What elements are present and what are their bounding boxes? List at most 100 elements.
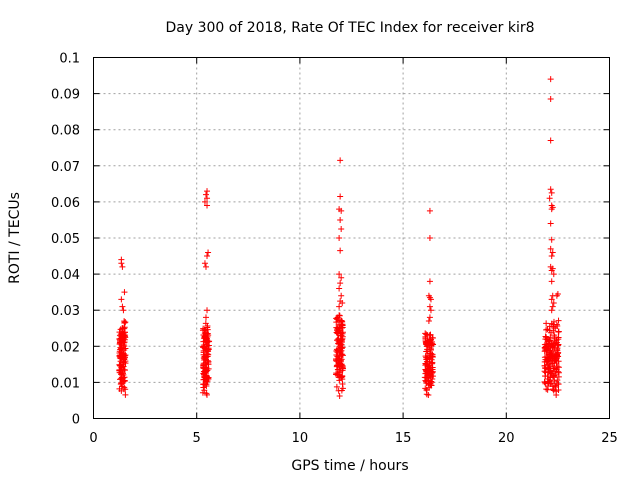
data-point <box>547 76 554 83</box>
data-point <box>550 271 557 278</box>
data-point <box>544 386 551 393</box>
y-tick-label: 0.02 <box>51 340 80 355</box>
data-point <box>335 359 342 366</box>
data-point <box>203 341 210 348</box>
data-point <box>549 303 556 310</box>
x-tick-label: 20 <box>498 431 515 446</box>
data-point <box>338 225 345 232</box>
data-point <box>548 236 555 243</box>
data-point <box>119 303 126 310</box>
x-tick-label: 15 <box>395 431 412 446</box>
axis-ticks <box>93 57 610 419</box>
data-point <box>337 157 344 164</box>
data-point <box>543 326 550 333</box>
data-point <box>333 383 340 390</box>
y-tick-label: 0.03 <box>51 304 80 319</box>
data-point <box>550 299 557 306</box>
y-tick-labels: 0 0.01 0.02 0.03 0.04 0.05 0.06 0.07 0.08 0.09 0.1 <box>51 52 80 428</box>
data-point <box>555 329 562 336</box>
data-point <box>547 96 554 103</box>
data-point <box>202 369 209 376</box>
data-point <box>202 320 209 327</box>
data-point <box>337 337 344 344</box>
data-point <box>338 338 345 345</box>
y-tick-label: 0 <box>72 413 80 428</box>
data-point <box>203 391 210 398</box>
data-point <box>555 317 562 324</box>
data-point <box>339 324 346 331</box>
data-point <box>204 378 211 385</box>
data-point <box>334 314 341 321</box>
data-point <box>200 344 207 351</box>
y-tick-label: 0.01 <box>51 376 80 391</box>
y-tick-label: 0.09 <box>51 88 80 103</box>
chart-title: Day 300 of 2018, Rate Of TEC Index for r… <box>165 20 534 36</box>
data-point <box>553 388 560 395</box>
data-point <box>117 346 124 353</box>
data-point <box>118 260 125 267</box>
data-point <box>119 263 126 270</box>
data-point <box>544 354 551 361</box>
data-point <box>547 245 554 252</box>
data-point <box>427 364 434 371</box>
data-point <box>422 385 429 392</box>
data-point <box>335 341 342 348</box>
data-point <box>427 296 434 303</box>
data-point <box>428 342 435 349</box>
data-point <box>202 381 209 388</box>
data-point <box>122 386 129 393</box>
data-point <box>427 307 434 314</box>
data-point <box>554 377 561 384</box>
data-point <box>201 260 208 267</box>
x-axis-label: GPS time / hours <box>291 458 408 474</box>
data-point <box>546 327 553 334</box>
y-tick-label: 0.05 <box>51 232 80 247</box>
data-point <box>426 380 433 387</box>
data-point <box>542 344 549 351</box>
data-point <box>202 191 209 198</box>
data-point <box>120 371 127 378</box>
y-tick-label: 0.1 <box>59 52 80 67</box>
data-point <box>336 393 343 400</box>
data-point <box>549 373 556 380</box>
data-point <box>422 377 429 384</box>
data-point <box>337 247 344 254</box>
data-point <box>551 332 558 339</box>
data-point <box>548 296 555 303</box>
data-point <box>116 353 123 360</box>
y-tick-label: 0.07 <box>51 160 80 175</box>
data-point <box>541 362 548 369</box>
y-tick-label: 0.06 <box>51 196 80 211</box>
data-point <box>336 303 343 310</box>
data-point <box>336 271 343 278</box>
data-point <box>201 330 208 337</box>
data-point <box>203 378 210 385</box>
data-point <box>200 347 207 354</box>
data-point <box>202 263 209 270</box>
data-point <box>337 193 344 200</box>
data-point <box>336 235 343 241</box>
data-point <box>336 377 343 384</box>
data-point <box>337 280 344 287</box>
data-point <box>429 359 436 366</box>
data-point <box>541 368 548 375</box>
data-point <box>543 320 550 327</box>
data-point <box>550 318 557 325</box>
data-point <box>205 332 212 339</box>
data-point <box>541 379 548 386</box>
data-point <box>335 328 342 335</box>
data-point <box>426 207 433 214</box>
x-tick-labels: 0 5 10 15 20 25 <box>89 431 617 446</box>
data-point <box>333 346 340 353</box>
data-point <box>545 340 552 347</box>
data-point <box>121 329 128 336</box>
data-point <box>204 195 211 202</box>
data-point <box>205 249 212 256</box>
plot-frame <box>93 57 610 419</box>
data-point <box>334 325 341 332</box>
data-point <box>429 373 436 380</box>
data-point <box>201 387 208 394</box>
data-point <box>423 356 430 363</box>
data-point <box>427 350 434 357</box>
